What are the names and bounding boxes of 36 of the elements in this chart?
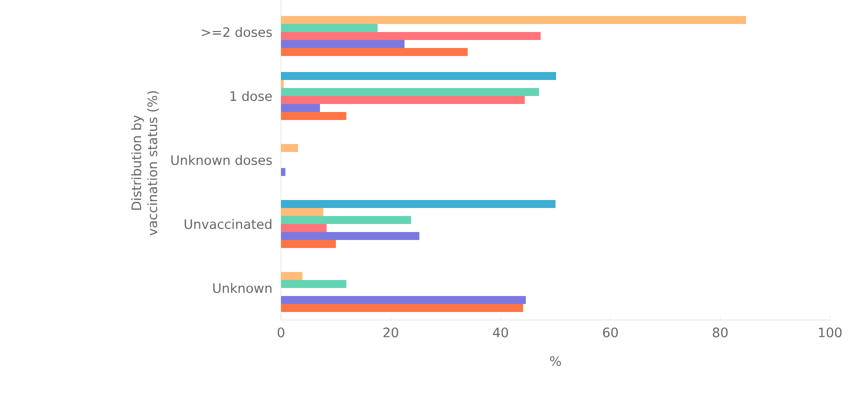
y-tick-label: 1 dose bbox=[230, 90, 272, 102]
bar bbox=[281, 96, 525, 104]
x-tick-label: 80 bbox=[712, 328, 728, 338]
bar bbox=[281, 32, 541, 40]
bar bbox=[281, 72, 556, 80]
bar bbox=[281, 208, 324, 216]
y-tick-label: Unvaccinated bbox=[184, 218, 272, 230]
bar bbox=[281, 216, 412, 224]
y-tick-label: >=2 doses bbox=[202, 26, 272, 38]
bar bbox=[281, 144, 298, 152]
x-tick-label: 100 bbox=[819, 328, 842, 338]
bar bbox=[281, 272, 302, 280]
bar bbox=[281, 280, 346, 288]
y-tick-label: Unknown doses bbox=[171, 154, 272, 166]
x-axis-title: % bbox=[550, 356, 561, 366]
bar bbox=[281, 296, 526, 304]
bar bbox=[281, 200, 556, 208]
bar bbox=[281, 40, 405, 48]
y-tick-label: Unknown bbox=[213, 282, 272, 294]
bar bbox=[281, 88, 540, 96]
bar bbox=[281, 24, 378, 32]
bar bbox=[281, 232, 420, 240]
x-tick-label: 40 bbox=[492, 328, 508, 338]
bar bbox=[281, 48, 468, 56]
bar bbox=[281, 168, 286, 176]
x-tick-label: 60 bbox=[603, 328, 618, 338]
bar bbox=[281, 104, 320, 112]
x-tick-label: 0 bbox=[278, 328, 284, 338]
x-tick-label: 20 bbox=[383, 328, 398, 338]
bar bbox=[281, 240, 336, 248]
y-axis-title: Distribution by vaccination status (%) bbox=[131, 91, 159, 236]
bar bbox=[281, 16, 746, 24]
bar bbox=[281, 224, 327, 232]
bar bbox=[281, 304, 524, 312]
bar bbox=[281, 80, 284, 88]
bar bbox=[281, 112, 346, 120]
